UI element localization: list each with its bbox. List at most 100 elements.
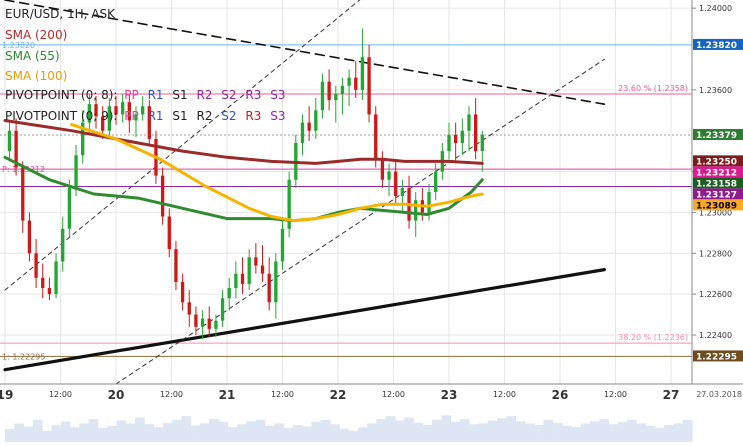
volume-histogram bbox=[5, 415, 693, 442]
volume-bar bbox=[497, 418, 507, 442]
candle-body bbox=[254, 257, 258, 266]
volume-bar bbox=[385, 416, 396, 442]
price-tag-box bbox=[693, 199, 743, 211]
legend-pivot-2-s3: S3 bbox=[270, 109, 285, 123]
candle-body bbox=[274, 261, 278, 303]
volume-bar bbox=[478, 423, 489, 442]
price-tag-label: 1.22295 bbox=[696, 352, 737, 362]
candle-body bbox=[374, 114, 378, 160]
volume-bar bbox=[107, 425, 117, 442]
volume-bar bbox=[255, 419, 266, 442]
volume-bar bbox=[450, 421, 461, 442]
candle-body bbox=[240, 273, 245, 284]
volume-bar bbox=[274, 423, 285, 442]
volume-bar bbox=[422, 424, 433, 442]
candle-body bbox=[140, 106, 145, 115]
time-tick-label: 26 bbox=[552, 388, 569, 402]
legend: EUR/USD, 1H, ASK SMA (200) SMA (55) SMA … bbox=[5, 7, 285, 123]
volume-bar bbox=[608, 424, 619, 442]
trendline[interactable] bbox=[4, 0, 606, 105]
price-tag-label: 1.23212 bbox=[696, 168, 737, 178]
legend-pivot-1-s2: S2 bbox=[221, 88, 236, 102]
volume-bar bbox=[181, 416, 192, 442]
trendline[interactable] bbox=[115, 58, 605, 384]
volume-bar bbox=[506, 416, 517, 442]
price-tick-label: 1.22400 bbox=[699, 331, 732, 340]
candle-body bbox=[81, 122, 85, 156]
legend-pivot-2-s2: S2 bbox=[221, 109, 236, 123]
volume-bar bbox=[571, 427, 582, 442]
volume-bar bbox=[162, 422, 173, 442]
candle-body bbox=[54, 261, 58, 295]
volume-bar bbox=[125, 423, 136, 442]
candle-body bbox=[207, 318, 211, 329]
time-tick-label: 27 bbox=[663, 388, 680, 402]
candle-body bbox=[260, 265, 265, 274]
volume-bar bbox=[562, 425, 572, 442]
legend-pivot-2-r1: R1 bbox=[148, 109, 164, 123]
volume-bar bbox=[97, 427, 108, 442]
volume-bar bbox=[636, 423, 647, 442]
volume-bar bbox=[14, 423, 25, 442]
candle-body bbox=[14, 130, 18, 168]
volume-bar bbox=[339, 428, 349, 442]
volume-bar bbox=[645, 425, 656, 442]
price-tag-box bbox=[693, 350, 743, 362]
time-tick-label: 12:00 bbox=[271, 390, 294, 399]
time-tick-label: 12:00 bbox=[49, 390, 72, 399]
trendline[interactable] bbox=[3, 268, 607, 372]
volume-bar bbox=[292, 424, 303, 442]
trendline[interactable] bbox=[4, 0, 365, 291]
price-tick-label: 1.22800 bbox=[699, 249, 732, 258]
time-tick-label: 22 bbox=[330, 388, 347, 402]
volume-bar bbox=[5, 429, 15, 442]
candle-body bbox=[21, 167, 25, 221]
candle-body bbox=[247, 257, 251, 284]
candle-body bbox=[434, 171, 438, 192]
candle-body bbox=[94, 104, 98, 117]
price-tags: 1.23820 1.23379 1.232501.232121.231581.231… bbox=[693, 38, 743, 362]
volume-bar bbox=[227, 427, 238, 442]
volume-bar bbox=[116, 420, 127, 442]
volume-bar bbox=[376, 419, 387, 442]
volume-bar bbox=[134, 417, 145, 442]
candle-body bbox=[300, 122, 305, 143]
candle-body bbox=[394, 171, 398, 197]
volume-bar bbox=[589, 421, 600, 442]
volume-bar bbox=[42, 430, 52, 442]
candle-body bbox=[320, 81, 325, 111]
legend-pivot-1-s1: S1 bbox=[172, 88, 187, 102]
volume-bar bbox=[23, 426, 34, 442]
candle-body bbox=[187, 302, 191, 315]
volume-bar bbox=[543, 419, 554, 442]
candle-body bbox=[340, 85, 345, 94]
price-tag-box bbox=[693, 188, 743, 200]
volume-bar bbox=[302, 426, 312, 442]
candle-body bbox=[367, 57, 371, 115]
legend-pivot-1-r2: R2 bbox=[196, 88, 212, 102]
candle-body bbox=[180, 281, 185, 303]
candle-body bbox=[107, 106, 112, 131]
candle-body bbox=[347, 77, 351, 86]
legend-pivot-2-s1: S1 bbox=[172, 109, 187, 123]
moving-average-line bbox=[3, 119, 484, 165]
volume-bar bbox=[283, 427, 294, 442]
volume-bar bbox=[60, 421, 71, 442]
price-tick-label: 1.23600 bbox=[699, 86, 732, 95]
price-tag-label: 1.23379 bbox=[696, 131, 737, 141]
candle-body bbox=[87, 104, 92, 123]
volume-bar bbox=[172, 419, 182, 442]
candle-body bbox=[134, 114, 138, 121]
trendlines[interactable] bbox=[3, 0, 607, 384]
volume-bar bbox=[357, 427, 368, 442]
candle-body bbox=[334, 93, 338, 101]
volume-bar bbox=[153, 427, 164, 442]
candle-body bbox=[267, 273, 271, 303]
time-tick-label: 12:00 bbox=[160, 390, 183, 399]
candle-body bbox=[234, 273, 238, 288]
volume-bar bbox=[552, 422, 563, 442]
candle-body bbox=[101, 116, 105, 131]
time-tick-label: 12:00 bbox=[382, 390, 405, 399]
price-tag-label: 1.23820 bbox=[696, 41, 737, 51]
